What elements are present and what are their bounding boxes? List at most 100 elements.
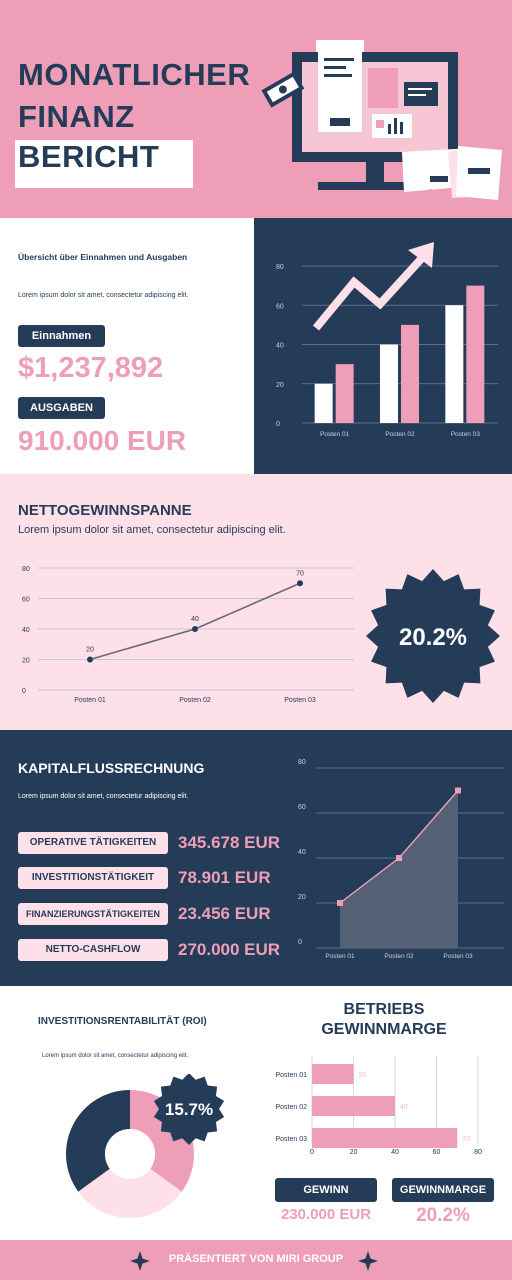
data-point <box>337 900 343 906</box>
overview-section: Übersicht über Einnahmen und Ausgaben Lo… <box>0 218 512 474</box>
margin-label: GEWINNMARGE <box>392 1178 494 1202</box>
x-tick-label: 0 <box>310 1149 314 1156</box>
x-tick-label: 60 <box>433 1149 441 1156</box>
data-label: 70 <box>296 570 304 577</box>
income-value: $1,237,892 <box>18 352 164 384</box>
x-tick-label: 40 <box>391 1149 399 1156</box>
profit-value: 230.000 EUR <box>280 1206 372 1223</box>
x-tick-label: Posten 03 <box>284 697 316 704</box>
y-tick-label: 40 <box>298 849 306 856</box>
x-tick-label: Posten 03 <box>443 953 473 960</box>
cashflow-row-value: 78.901 EUR <box>178 868 271 887</box>
expense-label: AUSGABEN <box>18 397 105 419</box>
y-tick-label: 40 <box>22 627 30 634</box>
y-tick-label: 20 <box>298 894 306 901</box>
y-tick-label: Posten 03 <box>275 1136 307 1143</box>
roi-text: Lorem ipsum dolor sit amet, consectetur … <box>42 1053 189 1059</box>
net-margin-section: NETTOGEWINNSPANNE Lorem ipsum dolor sit … <box>0 474 512 730</box>
y-tick-label: 80 <box>298 759 306 766</box>
y-tick-label: 0 <box>298 939 302 946</box>
sparkle-icon <box>358 1251 378 1271</box>
net-margin-line-chart: 0 20 40 60 80 20 Posten 01 40 Posten 02 70 Posten … <box>22 566 354 704</box>
donut-hole <box>105 1129 155 1179</box>
x-tick-label: Posten 01 <box>74 697 106 704</box>
roi-donut-chart: 15.7% <box>66 1074 225 1218</box>
cashflow-text: Lorem ipsum dolor sit amet, consectetur … <box>18 793 189 800</box>
cashflow-row-label: FINANZIERUNGSTÄTIGKEITEN <box>18 903 168 925</box>
operating-heading-line2: GEWINNMARGE <box>321 1021 447 1038</box>
cashflow-row-label: INVESTITIONSTÄTIGKEIT <box>18 867 168 889</box>
roi-heading: INVESTITIONSRENTABILITÄT (ROI) <box>38 1016 207 1027</box>
roi-badge-value: 15.7% <box>165 1100 213 1119</box>
operating-heading-line1: BETRIEBS <box>343 1001 425 1018</box>
expense-value: 910.000 EUR <box>18 425 187 456</box>
bar <box>445 305 464 423</box>
y-tick-label: 20 <box>22 658 30 665</box>
x-tick-label: Posten 01 <box>320 431 350 438</box>
bar <box>314 383 333 423</box>
trend-arrow <box>312 255 425 331</box>
y-tick-label: 40 <box>276 343 284 350</box>
x-tick-label: Posten 02 <box>179 697 211 704</box>
bar <box>312 1064 354 1084</box>
overview-heading: Übersicht über Einnahmen und Ausgaben <box>18 252 188 262</box>
cashflow-area-chart: 0 20 40 60 80 Posten 01 Posten 02 Posten 03 <box>298 759 504 960</box>
operating-heading: BETRIEBS GEWINNMARGE <box>282 1000 486 1040</box>
footer-text: PRÄSENTIERT VON MIRI GROUP <box>168 1253 344 1265</box>
data-label: 40 <box>400 1104 408 1111</box>
net-margin-badge-value: 20.2% <box>399 624 467 651</box>
roi-badge <box>153 1074 225 1145</box>
title-line-3: BERICHT <box>18 139 160 174</box>
y-tick-label: 60 <box>276 303 284 310</box>
operating-hbar-chart: 0 20 40 60 80 20 Posten 01 40 Posten 02 70 Posten … <box>275 1056 482 1156</box>
overview-text: Lorem ipsum dolor sit amet, consectetur … <box>18 292 189 299</box>
income-expense-bar-chart: 0 20 40 60 80 Posten 01 Posten 02 Posten 03 <box>276 242 498 438</box>
header: MONATLICHER FINANZ BERICHT <box>0 0 512 218</box>
cashflow-row-value: 23.456 EUR <box>178 904 271 923</box>
cashflow-row-label: NETTO-CASHFLOW <box>18 939 168 961</box>
donut-slice <box>78 1168 182 1218</box>
trend-arrow-head <box>408 242 434 268</box>
data-point <box>455 787 461 794</box>
data-label: 70 <box>462 1136 470 1143</box>
data-label: 20 <box>359 1072 367 1079</box>
y-tick-label: Posten 01 <box>275 1072 307 1079</box>
margin-value: 20.2% <box>416 1205 470 1226</box>
y-tick-label: 20 <box>276 382 284 389</box>
sparkle-icon <box>130 1251 150 1271</box>
net-margin-badge: 20.2% <box>366 569 500 703</box>
title-highlight <box>15 140 193 188</box>
cashflow-row-label: OPERATIVE TÄTIGKEITEN <box>18 832 168 854</box>
x-tick-label: 20 <box>350 1149 358 1156</box>
cashflow-section: KAPITALFLUSSRECHNUNG Lorem ipsum dolor s… <box>0 730 512 986</box>
footer: PRÄSENTIERT VON MIRI GROUP <box>0 1240 512 1280</box>
y-tick-label: Posten 02 <box>275 1104 307 1111</box>
data-point <box>87 656 93 663</box>
data-label: 20 <box>86 647 94 654</box>
area-fill <box>340 790 458 948</box>
x-tick-label: Posten 03 <box>451 431 481 438</box>
bar <box>380 344 398 423</box>
donut-slice <box>66 1090 130 1192</box>
y-tick-label: 80 <box>276 264 284 271</box>
x-tick-label: Posten 02 <box>384 953 414 960</box>
cashflow-row-value: 345.678 EUR <box>178 833 281 852</box>
data-label: 40 <box>191 616 199 623</box>
bar <box>401 324 419 423</box>
data-point <box>297 580 303 587</box>
x-tick-label: Posten 02 <box>385 431 415 438</box>
x-tick-label: 80 <box>474 1149 482 1156</box>
data-point <box>192 626 198 632</box>
y-tick-label: 60 <box>298 804 306 811</box>
x-tick-label: Posten 01 <box>325 953 355 960</box>
monitor-illustration <box>261 40 502 200</box>
y-tick-label: 80 <box>22 566 30 573</box>
roi-section: INVESTITIONSRENTABILITÄT (ROI) Lorem ips… <box>0 986 512 1240</box>
net-margin-text: Lorem ipsum dolor sit amet, consectetur … <box>18 524 286 536</box>
cashflow-row-value: 270.000 EUR <box>178 940 281 959</box>
y-tick-label: 0 <box>276 421 280 428</box>
bar <box>312 1128 458 1148</box>
cashflow-heading: KAPITALFLUSSRECHNUNG <box>18 760 205 776</box>
data-point <box>396 855 402 861</box>
income-label: Einnahmen <box>18 325 105 347</box>
